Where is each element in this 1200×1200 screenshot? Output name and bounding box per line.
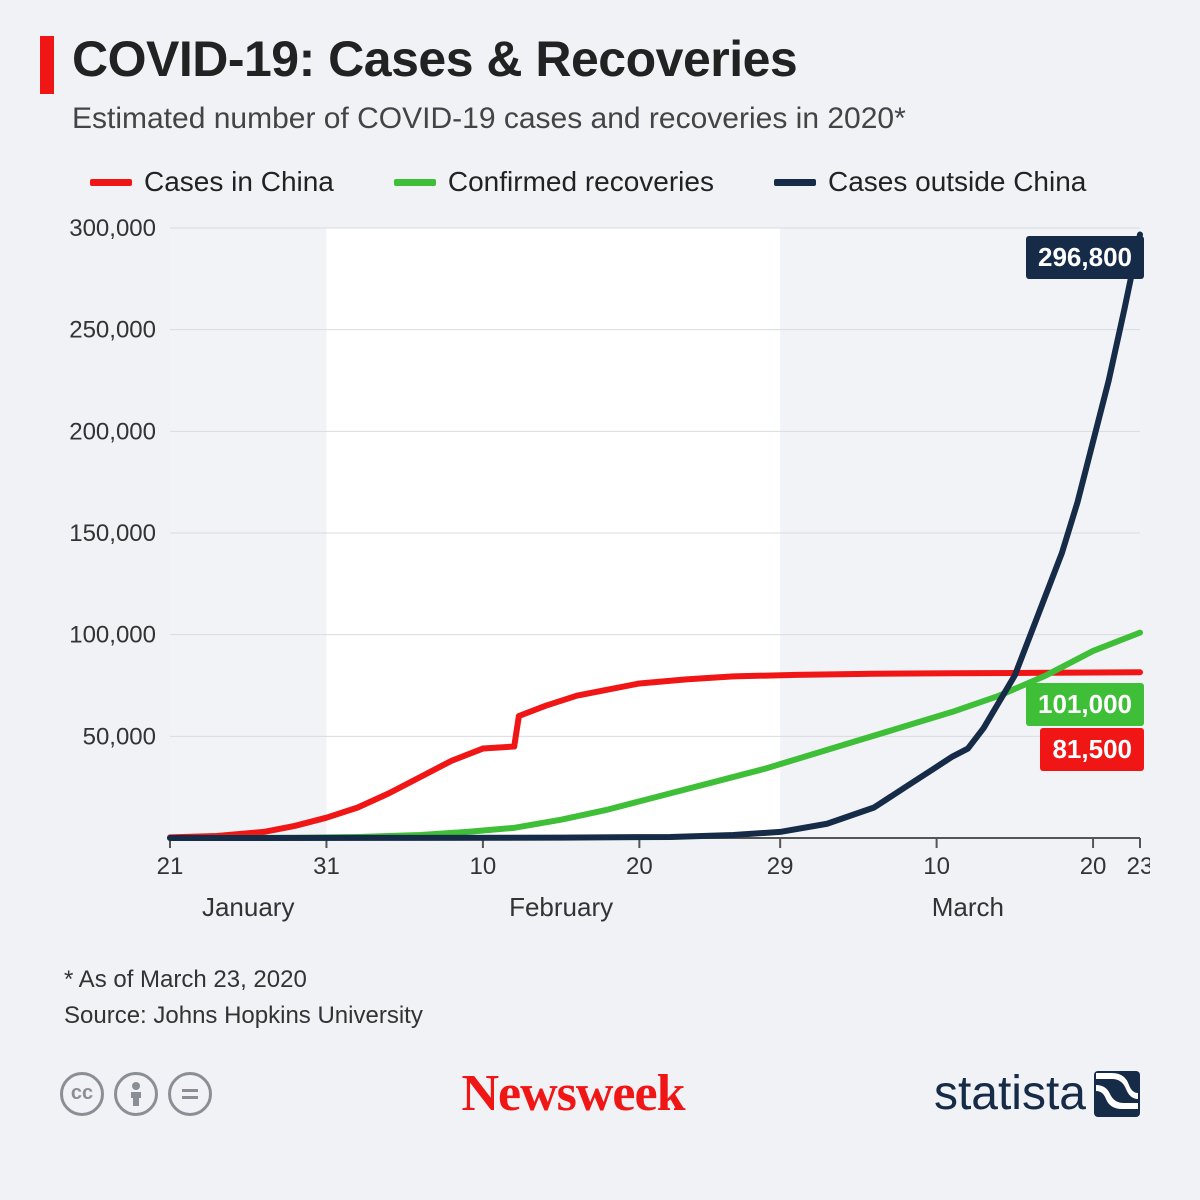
line-chart-svg: 50,000 100,000 150,000 200,000 250,000 300,00… (50, 218, 1150, 938)
by-icon (114, 1072, 158, 1116)
nd-icon (168, 1072, 212, 1116)
legend: Cases in China Confirmed recoveries Cases … (90, 166, 1160, 198)
svg-text:250,000: 250,000 (69, 317, 156, 344)
legend-item: Confirmed recoveries (394, 166, 714, 198)
chart-area: 50,000 100,000 150,000 200,000 250,000 300,00… (50, 218, 1150, 938)
svg-text:31: 31 (313, 853, 340, 880)
svg-text:300,000: 300,000 (69, 218, 156, 242)
svg-text:20: 20 (626, 853, 653, 880)
svg-text:100,000: 100,000 (69, 622, 156, 649)
legend-label: Cases outside China (828, 166, 1086, 198)
svg-text:50,000: 50,000 (83, 723, 156, 750)
cc-icon: cc (60, 1072, 104, 1116)
svg-text:February: February (509, 892, 613, 922)
legend-item: Cases in China (90, 166, 334, 198)
svg-text:10: 10 (923, 853, 950, 880)
series-end-label-outside: 296,800 (1026, 236, 1144, 279)
svg-text:January: January (202, 892, 295, 922)
footer: cc Newsweek statista (40, 1064, 1160, 1123)
legend-swatch (394, 179, 436, 186)
header: COVID-19: Cases & Recoveries (40, 30, 1160, 94)
svg-text:20: 20 (1080, 853, 1107, 880)
statista-mark-icon (1094, 1071, 1140, 1117)
chart-subtitle: Estimated number of COVID-19 cases and r… (72, 102, 1160, 136)
footnote: * As of March 23, 2020 Source: Johns Hop… (64, 962, 1160, 1034)
svg-text:200,000: 200,000 (69, 418, 156, 445)
svg-text:21: 21 (157, 853, 184, 880)
svg-text:10: 10 (470, 853, 497, 880)
series-end-label-china: 81,500 (1040, 728, 1144, 771)
newsweek-logo: Newsweek (461, 1064, 684, 1123)
svg-text:29: 29 (767, 853, 794, 880)
svg-text:March: March (932, 892, 1004, 922)
legend-label: Cases in China (144, 166, 334, 198)
statista-logo: statista (934, 1066, 1140, 1121)
chart-title: COVID-19: Cases & Recoveries (72, 30, 797, 88)
legend-item: Cases outside China (774, 166, 1086, 198)
footnote-source: Source: Johns Hopkins University (64, 998, 1160, 1034)
cc-license-icons: cc (60, 1072, 212, 1116)
series-end-label-recoveries: 101,000 (1026, 683, 1144, 726)
legend-swatch (774, 179, 816, 186)
svg-text:150,000: 150,000 (69, 520, 156, 547)
footnote-asof: * As of March 23, 2020 (64, 962, 1160, 998)
legend-label: Confirmed recoveries (448, 166, 714, 198)
legend-swatch (90, 179, 132, 186)
accent-bar (40, 36, 54, 94)
svg-text:23: 23 (1127, 853, 1150, 880)
